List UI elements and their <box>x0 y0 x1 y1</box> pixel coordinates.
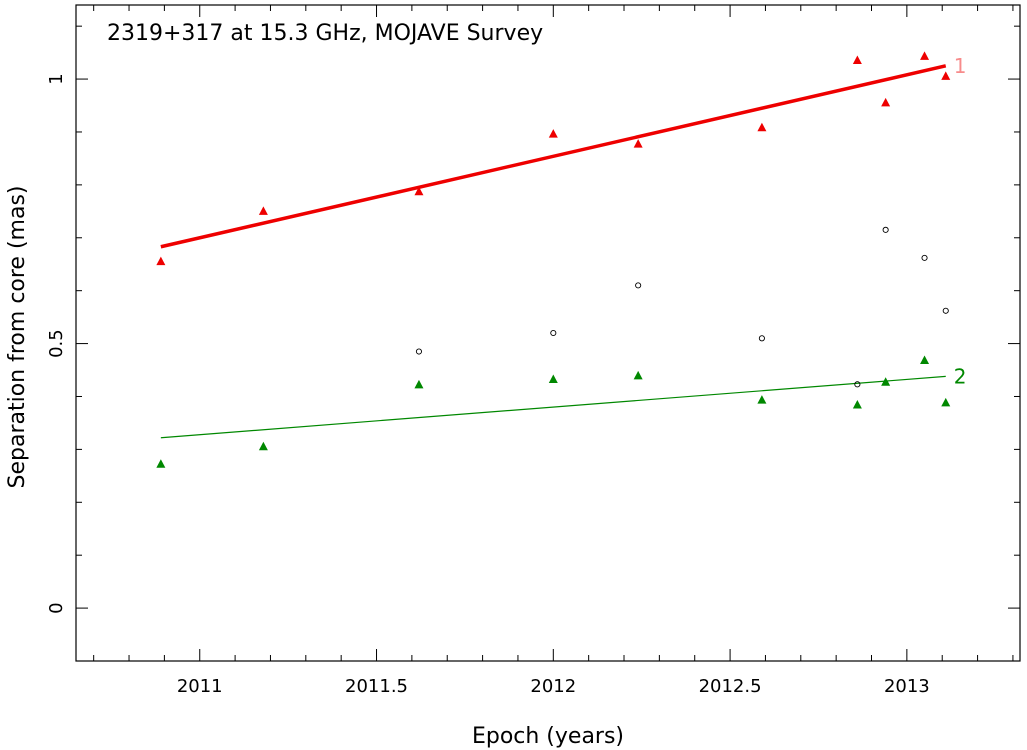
data-point-unassigned <box>758 335 765 342</box>
chart-title: 2319+317 at 15.3 GHz, MOJAVE Survey <box>107 21 543 46</box>
data-point-series-2 <box>941 397 951 407</box>
data-point-series-2 <box>633 370 643 380</box>
data-point-unassigned <box>550 329 557 337</box>
data-point-unassigned <box>921 254 928 261</box>
series-label-1: 1 <box>954 54 967 78</box>
data-point-series-1 <box>757 122 767 132</box>
series-label-2: 2 <box>954 364 967 388</box>
axis-tick-labels: 2011 2011.5 2012 2012.5 2013 0 0.5 1 <box>46 73 930 697</box>
fit-line-2 <box>160 375 946 439</box>
data-point-unassigned <box>854 381 861 388</box>
x-axis-title: Epoch (years) <box>472 724 624 749</box>
axis-ticks <box>76 5 1020 662</box>
data-point-series-1 <box>920 51 930 60</box>
x-tick-label: 2011 <box>177 676 223 697</box>
x-tick-label: 2012.5 <box>699 676 762 697</box>
data-point-unassigned <box>882 226 889 233</box>
plot-frame <box>75 4 1021 662</box>
data-point-series-2 <box>258 441 268 451</box>
x-tick-label: 2012 <box>530 676 576 697</box>
data-point-series-2 <box>156 459 166 468</box>
data-point-series-2 <box>414 379 424 389</box>
data-point-series-1 <box>633 139 643 148</box>
x-tick-label: 2013 <box>884 676 930 697</box>
data-point-series-1 <box>414 186 424 196</box>
data-point-series-1 <box>156 256 166 266</box>
fit-line-1 <box>160 64 947 249</box>
y-axis-title: Separation from core (mas) <box>5 186 30 489</box>
data-point-series-2 <box>852 399 862 409</box>
data-point-series-1 <box>941 71 951 80</box>
x-tick-label: 2011.5 <box>345 676 408 697</box>
data-point-series-2 <box>548 374 558 384</box>
data-point-unassigned <box>415 348 423 355</box>
data-point-series-2 <box>757 395 767 404</box>
y-tick-label: 0 <box>46 602 67 613</box>
data-point-series-2 <box>881 377 891 386</box>
data-point-unassigned <box>635 282 642 289</box>
y-tick-label: 1 <box>46 73 67 84</box>
data-point-series-1 <box>881 97 891 107</box>
data-point-unassigned <box>942 307 949 314</box>
data-point-series-2 <box>920 355 930 365</box>
data-point-series-1 <box>852 55 862 65</box>
data-point-series-1 <box>548 129 558 138</box>
data-marks: 12 <box>156 51 967 468</box>
data-point-series-1 <box>258 206 268 215</box>
y-tick-label: 0.5 <box>46 329 67 358</box>
